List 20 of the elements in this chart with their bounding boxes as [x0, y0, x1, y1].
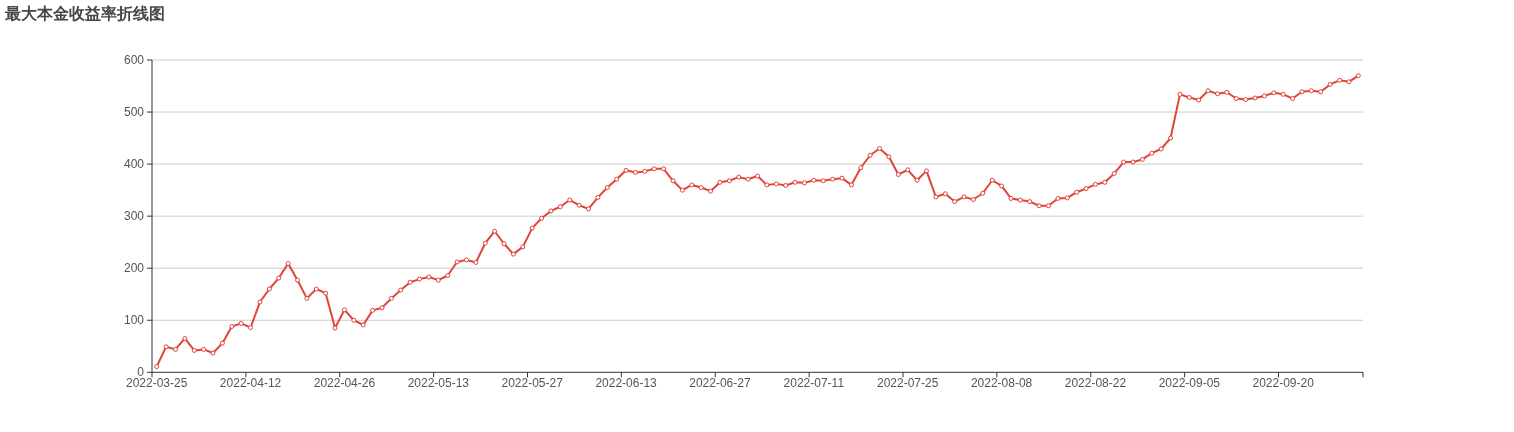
x-tick-label: 2022-09-20 [1252, 376, 1315, 391]
x-tick-label: 2022-09-05 [1158, 376, 1221, 391]
x-tick-label: 2022-08-08 [970, 376, 1033, 391]
x-tick-label: 2022-03-25 [126, 376, 188, 391]
title: 最大本金收益率折线图 [5, 5, 165, 22]
x-tick-label: 2022-04-26 [313, 376, 376, 391]
x-tick-label: 2022-06-13 [595, 376, 658, 391]
y-tick-label: 300 [123, 209, 145, 224]
y-tick-label: 100 [123, 313, 145, 328]
y-tick-label: 200 [123, 261, 145, 276]
y-tick-label: 400 [123, 157, 145, 172]
x-tick-label: 2022-05-27 [501, 376, 564, 391]
y-tick-label: 500 [123, 105, 145, 120]
y-tick-label: 600 [123, 53, 145, 67]
x-tick-label: 2022-05-13 [407, 376, 470, 391]
x-tick-label: 2022-08-22 [1064, 376, 1127, 391]
x-tick-label: 2022-07-11 [783, 376, 845, 391]
x-tick-label: 2022-06-27 [689, 376, 751, 391]
x-tick-label: 2022-04-12 [219, 376, 282, 391]
x-tick-label: 2022-07-25 [877, 376, 939, 391]
